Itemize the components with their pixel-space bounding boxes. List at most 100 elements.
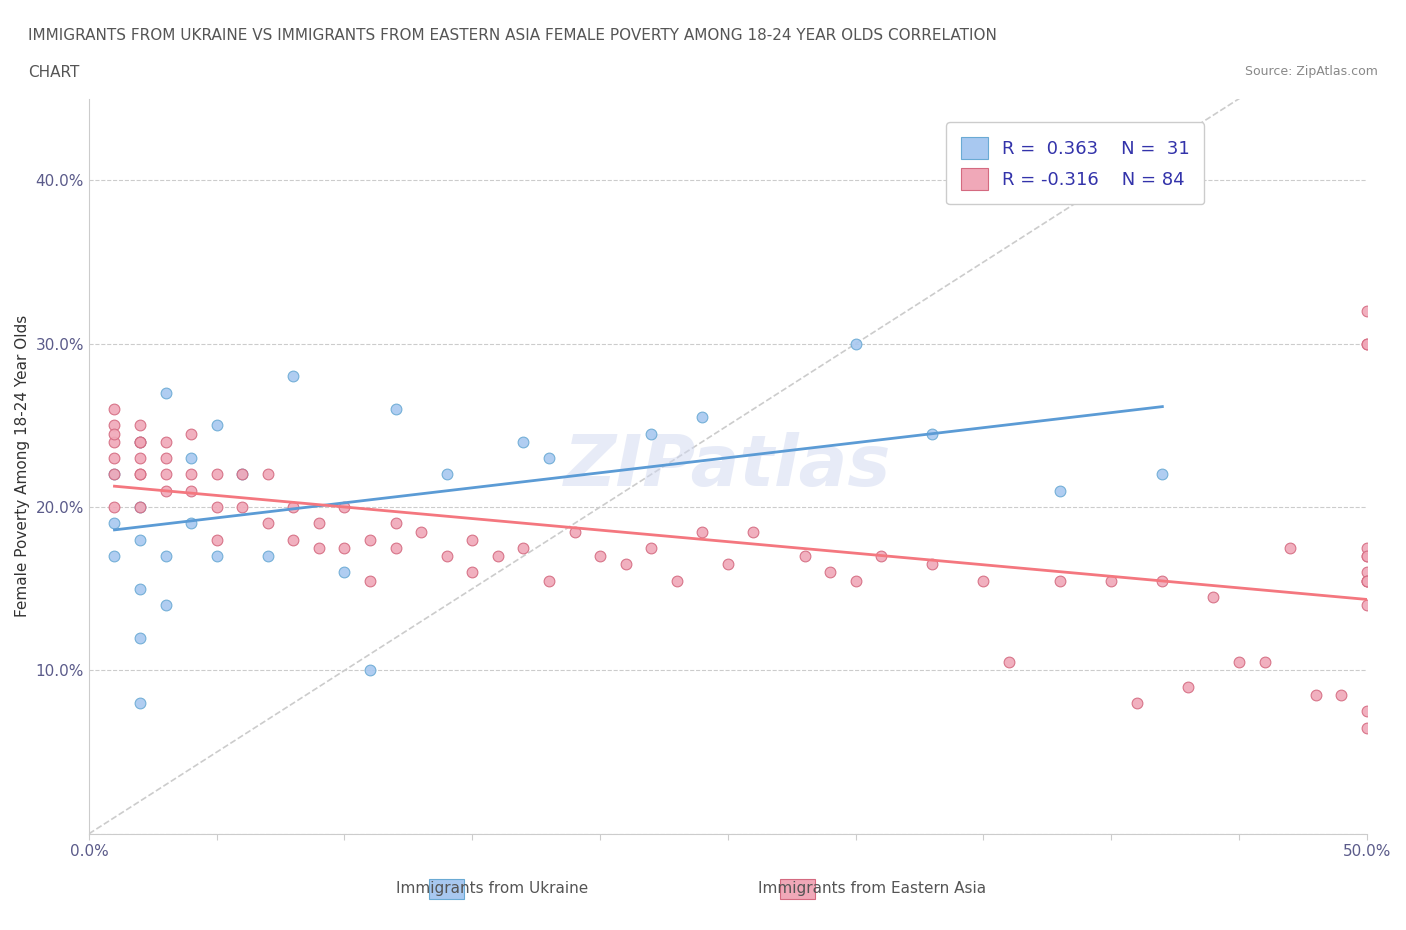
- Point: [129, 631, 152, 645]
- Text: IMMIGRANTS FROM UKRAINE VS IMMIGRANTS FROM EASTERN ASIA FEMALE POVERTY AMONG 18-: IMMIGRANTS FROM UKRAINE VS IMMIGRANTS FR…: [28, 28, 997, 43]
- Point: [665, 573, 688, 588]
- Point: [921, 557, 943, 572]
- Point: [1355, 598, 1378, 613]
- Point: [436, 467, 458, 482]
- Point: [1355, 704, 1378, 719]
- Point: [205, 499, 228, 514]
- Y-axis label: Female Poverty Among 18-24 Year Olds: Female Poverty Among 18-24 Year Olds: [15, 315, 30, 618]
- Point: [155, 467, 177, 482]
- Point: [972, 573, 994, 588]
- Point: [103, 418, 125, 432]
- Point: [180, 426, 202, 441]
- Point: [155, 385, 177, 400]
- Text: ZIPatlas: ZIPatlas: [564, 432, 891, 500]
- Point: [512, 540, 534, 555]
- Point: [1330, 687, 1353, 702]
- Point: [1202, 590, 1225, 604]
- Point: [231, 467, 253, 482]
- Point: [103, 467, 125, 482]
- Point: [411, 525, 433, 539]
- Point: [845, 337, 868, 352]
- Point: [640, 426, 662, 441]
- Point: [333, 499, 356, 514]
- Point: [1355, 549, 1378, 564]
- Point: [129, 434, 152, 449]
- Point: [180, 484, 202, 498]
- Point: [537, 573, 560, 588]
- Point: [614, 557, 637, 572]
- Text: Immigrants from Ukraine: Immigrants from Ukraine: [396, 881, 588, 896]
- Text: CHART: CHART: [28, 65, 80, 80]
- Point: [103, 434, 125, 449]
- Point: [103, 499, 125, 514]
- Point: [256, 549, 278, 564]
- Point: [205, 418, 228, 432]
- Point: [1355, 337, 1378, 352]
- Point: [537, 451, 560, 466]
- Point: [692, 525, 714, 539]
- Point: [308, 540, 330, 555]
- Point: [436, 549, 458, 564]
- Point: [564, 525, 586, 539]
- Point: [1152, 467, 1174, 482]
- Point: [103, 426, 125, 441]
- Point: [1355, 573, 1378, 588]
- Point: [333, 540, 356, 555]
- Point: [717, 557, 740, 572]
- Point: [384, 540, 406, 555]
- Point: [129, 418, 152, 432]
- Point: [589, 549, 612, 564]
- Point: [205, 549, 228, 564]
- Point: [486, 549, 509, 564]
- Point: [129, 467, 152, 482]
- Point: [103, 549, 125, 564]
- Point: [1355, 303, 1378, 318]
- Point: [308, 516, 330, 531]
- Point: [384, 516, 406, 531]
- Point: [1355, 549, 1378, 564]
- Point: [818, 565, 841, 580]
- Point: [359, 573, 381, 588]
- Point: [1355, 573, 1378, 588]
- Point: [129, 581, 152, 596]
- Point: [1227, 655, 1250, 670]
- Point: [1177, 679, 1199, 694]
- Point: [742, 525, 765, 539]
- Point: [129, 451, 152, 466]
- Point: [283, 499, 305, 514]
- Point: [103, 467, 125, 482]
- Point: [129, 499, 152, 514]
- Point: [1305, 687, 1327, 702]
- Point: [1355, 337, 1378, 352]
- Point: [180, 467, 202, 482]
- Point: [870, 549, 893, 564]
- Point: [283, 532, 305, 547]
- Point: [256, 467, 278, 482]
- Point: [1355, 565, 1378, 580]
- Point: [845, 573, 868, 588]
- Point: [256, 516, 278, 531]
- Point: [1355, 573, 1378, 588]
- Point: [129, 499, 152, 514]
- Point: [1126, 696, 1149, 711]
- Point: [180, 451, 202, 466]
- Point: [103, 451, 125, 466]
- Point: [461, 532, 484, 547]
- Point: [155, 484, 177, 498]
- Point: [231, 467, 253, 482]
- Point: [1049, 484, 1071, 498]
- Point: [359, 663, 381, 678]
- Point: [180, 516, 202, 531]
- Point: [205, 532, 228, 547]
- Point: [155, 451, 177, 466]
- Point: [129, 467, 152, 482]
- Point: [231, 499, 253, 514]
- Point: [461, 565, 484, 580]
- Point: [129, 696, 152, 711]
- Point: [1355, 720, 1378, 735]
- Point: [998, 655, 1021, 670]
- Point: [155, 434, 177, 449]
- Point: [640, 540, 662, 555]
- Point: [359, 532, 381, 547]
- Point: [333, 565, 356, 580]
